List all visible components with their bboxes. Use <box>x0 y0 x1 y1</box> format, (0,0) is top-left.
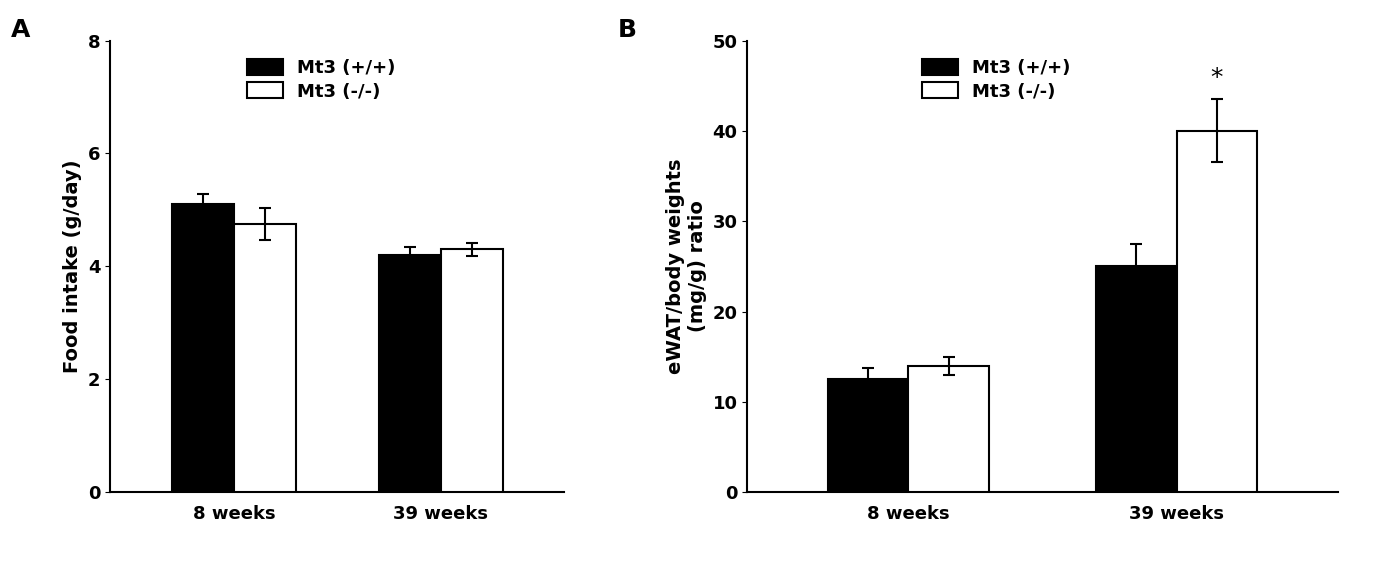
Bar <box>441 250 502 492</box>
Bar <box>234 224 296 492</box>
Legend: Mt3 (+/+), Mt3 (-/-): Mt3 (+/+), Mt3 (-/-) <box>921 58 1070 101</box>
Legend: Mt3 (+/+), Mt3 (-/-): Mt3 (+/+), Mt3 (-/-) <box>247 58 396 101</box>
Bar <box>1176 131 1258 492</box>
Y-axis label: eWAT/body weights
(mg/g) ratio: eWAT/body weights (mg/g) ratio <box>666 159 707 374</box>
Bar <box>379 255 441 492</box>
Bar <box>827 379 909 492</box>
Text: A: A <box>11 18 30 42</box>
Bar <box>172 204 234 492</box>
Bar <box>1096 266 1176 492</box>
Bar <box>909 366 989 492</box>
Y-axis label: Food intake (g/day): Food intake (g/day) <box>63 160 83 373</box>
Text: *: * <box>1211 66 1223 90</box>
Text: B: B <box>618 18 636 42</box>
